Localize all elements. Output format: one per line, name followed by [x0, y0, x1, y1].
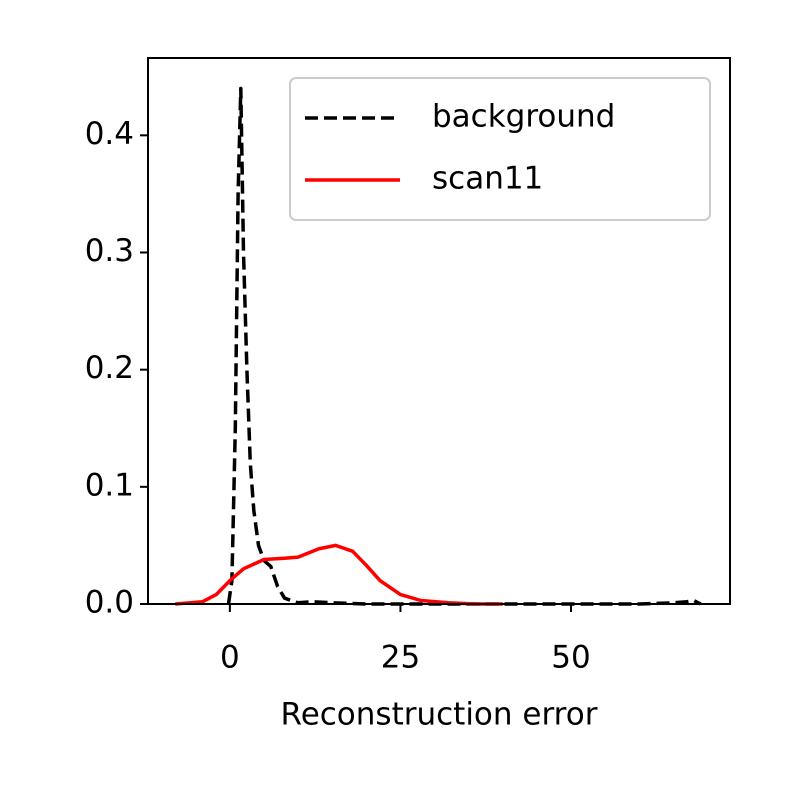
series-line — [226, 86, 702, 606]
legend-label: scan11 — [432, 161, 543, 197]
plot-frame — [147, 57, 731, 605]
x-tick-label: 0 — [220, 640, 240, 676]
y-tick-label: 0.1 — [85, 467, 134, 503]
legend-box — [289, 77, 711, 221]
y-tick-label: 0.2 — [85, 350, 134, 386]
x-tick-label: 50 — [551, 640, 590, 676]
x-tick-label: 25 — [381, 640, 420, 676]
y-tick-label: 0.0 — [85, 585, 134, 621]
y-tick-label: 0.4 — [85, 116, 134, 152]
legend-label: background — [432, 99, 615, 135]
y-tick-label: 0.3 — [85, 233, 134, 269]
x-axis-label: Reconstruction error — [281, 697, 598, 733]
series-line — [175, 543, 503, 606]
